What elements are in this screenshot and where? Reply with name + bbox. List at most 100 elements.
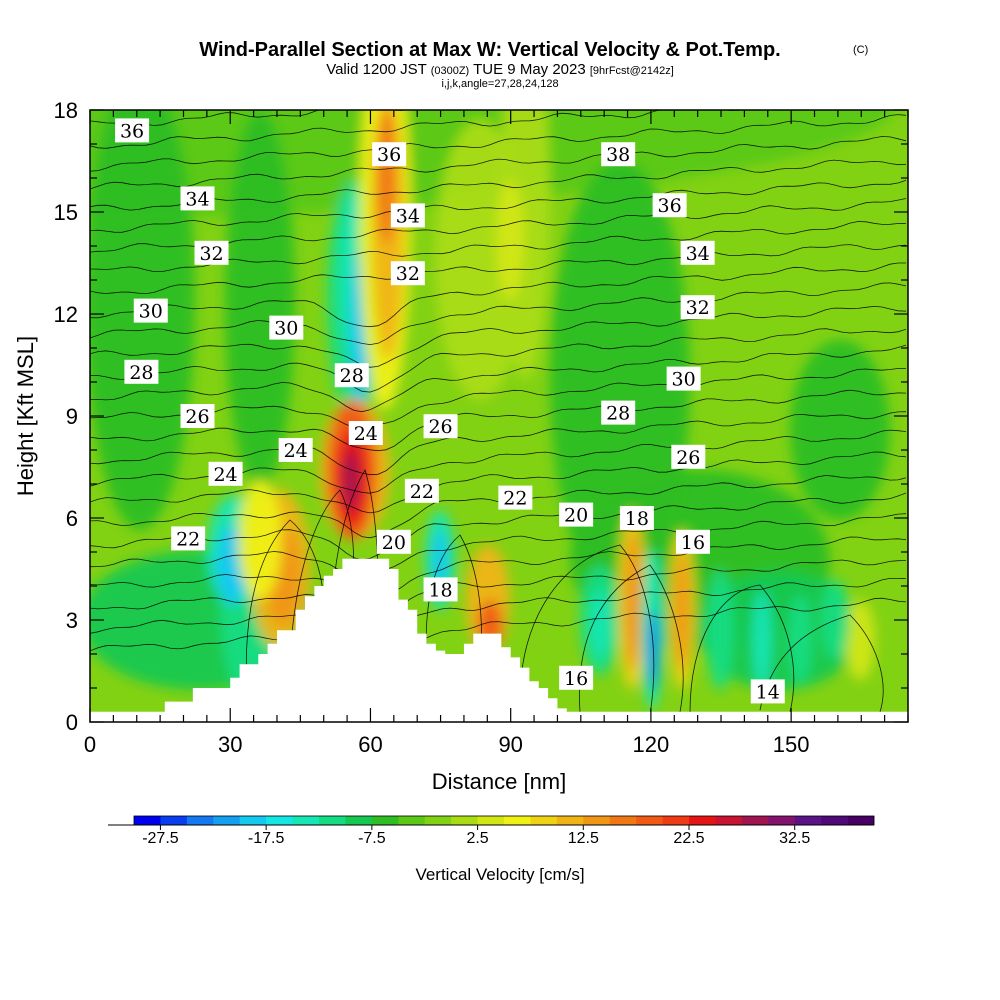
svg-text:28: 28 [340, 365, 364, 387]
contour-label: 24 [208, 461, 243, 486]
colorbar-swatch [768, 816, 796, 825]
colorbar-swatch [160, 816, 188, 825]
svg-text:20: 20 [564, 505, 588, 527]
chart-subtitle: Valid 1200 JST (0300Z) TUE 9 May 2023 [9… [326, 61, 674, 78]
colorbar-swatch [689, 816, 716, 825]
contour-label: 20 [559, 502, 594, 527]
svg-text:30: 30 [672, 369, 696, 391]
contour-label: 28 [124, 359, 159, 384]
svg-text:28: 28 [606, 403, 630, 425]
contour-label: 28 [334, 363, 369, 388]
x-tick-label: 150 [773, 732, 810, 757]
x-tick-label: 0 [84, 732, 96, 757]
svg-text:34: 34 [185, 188, 209, 210]
colorbar-labels: -27.5 -17.5 -7.5 2.5 12.5 22.5 32.5 [142, 825, 810, 847]
svg-text:22: 22 [176, 528, 200, 550]
colorbar-label: -7.5 [358, 830, 386, 847]
colorbar-swatch [583, 816, 611, 825]
colorbar-swatch [662, 816, 690, 825]
contour-label: 30 [666, 366, 701, 391]
svg-text:34: 34 [396, 205, 420, 227]
contour-label: 16 [559, 665, 594, 690]
svg-text:14: 14 [756, 681, 780, 703]
svg-text:24: 24 [284, 440, 308, 462]
colorbar-swatch [636, 816, 663, 825]
terrain-mask [90, 558, 908, 722]
colorbar-swatch [715, 816, 743, 825]
colorbar-swatch [292, 816, 320, 825]
contour-label: 26 [671, 444, 706, 469]
svg-text:30: 30 [139, 301, 163, 323]
colorbar-swatches [108, 815, 875, 826]
svg-text:30: 30 [274, 318, 298, 340]
svg-text:20: 20 [382, 532, 406, 554]
svg-text:32: 32 [396, 263, 420, 285]
colorbar-swatch [186, 816, 214, 825]
svg-text:16: 16 [564, 668, 588, 690]
svg-text:22: 22 [410, 481, 434, 503]
contour-label: 24 [348, 421, 383, 445]
contour-label: 18 [619, 506, 654, 530]
contour-label: 36 [372, 142, 407, 167]
colorbar-swatch [134, 816, 161, 825]
valid-date: TUE 9 May 2023 [473, 61, 586, 78]
x-tick-label: 120 [633, 732, 670, 757]
contour-label: 30 [269, 315, 304, 340]
svg-text:36: 36 [377, 144, 401, 166]
colorbar-swatch [266, 816, 293, 825]
colorbar-swatch [239, 816, 267, 825]
plot-area: 36 34 32 30 28 26 24 22 30 24 28 24 36 34 32 26 22 20 18 22… [13, 98, 909, 794]
y-axis-label: Height [Kft MSL] [13, 336, 38, 496]
colorbar-swatch [556, 816, 584, 825]
contour-label: 32 [390, 261, 425, 286]
colorbar: -27.5 -17.5 -7.5 2.5 12.5 22.5 32.5 Vertical V… [108, 815, 875, 884]
svg-text:26: 26 [676, 447, 700, 469]
valid-time: Valid 1200 JST [326, 61, 426, 78]
colorbar-swatch [847, 816, 875, 825]
contour-label: 14 [750, 679, 785, 704]
svg-text:34: 34 [686, 243, 710, 265]
contour-label: 26 [180, 404, 215, 428]
contour-label: 38 [601, 142, 636, 167]
valid-utc: (0300Z) [431, 65, 470, 77]
svg-text:16: 16 [681, 532, 705, 554]
title-block: Wind-Parallel Section at Max W: Vertical… [199, 39, 868, 90]
x-axis-label: Distance [nm] [432, 769, 567, 794]
svg-text:36: 36 [658, 195, 682, 217]
colorbar-swatch [424, 816, 452, 825]
colorbar-label: -17.5 [248, 830, 285, 847]
colorbar-swatch [477, 816, 505, 825]
svg-text:18: 18 [428, 579, 452, 601]
svg-text:26: 26 [428, 416, 452, 438]
forecast-info: [9hrFcst@2142z] [590, 65, 674, 77]
chart-title: Wind-Parallel Section at Max W: Vertical… [199, 39, 780, 61]
y-tick-label: 15 [54, 200, 78, 225]
contour-label: 34 [180, 186, 215, 211]
contour-label: 16 [675, 529, 710, 554]
contour-label: 30 [133, 298, 168, 323]
svg-text:32: 32 [686, 297, 710, 319]
y-tick-label: 6 [66, 506, 78, 531]
svg-text:32: 32 [199, 243, 223, 265]
contour-label: 36 [652, 193, 687, 218]
svg-text:22: 22 [503, 488, 527, 510]
contour-label: 36 [115, 118, 150, 143]
colorbar-swatch [319, 816, 346, 825]
chart-title-suffix: (C) [853, 44, 868, 56]
colorbar-swatch [213, 816, 241, 825]
contour-label: 34 [390, 203, 425, 228]
contour-label: 22 [404, 478, 439, 503]
contour-label: 32 [194, 240, 229, 265]
svg-text:24: 24 [354, 423, 378, 445]
svg-text:18: 18 [625, 508, 649, 530]
colorbar-swatch [741, 816, 769, 825]
colorbar-swatch [371, 816, 399, 825]
contour-label: 26 [423, 414, 458, 439]
colorbar-swatch [821, 816, 848, 825]
svg-text:38: 38 [606, 144, 630, 166]
colorbar-label: 22.5 [673, 830, 704, 847]
svg-text:36: 36 [120, 120, 144, 142]
svg-text:28: 28 [129, 362, 153, 384]
